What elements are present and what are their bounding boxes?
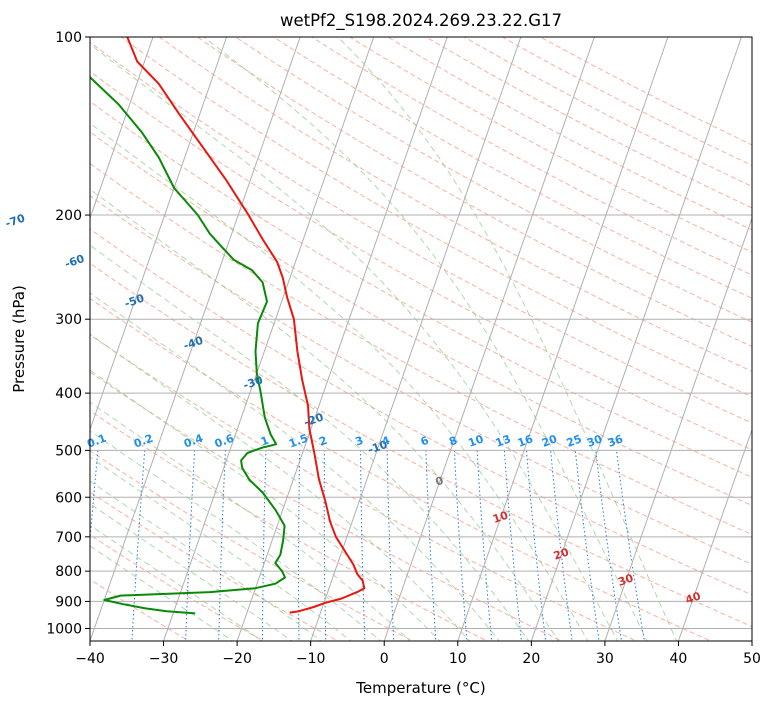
pressure-gridlines — [90, 37, 752, 629]
isotherm-label: -40 — [182, 334, 205, 353]
y-tick-label: 300 — [55, 312, 82, 328]
plot-area — [90, 37, 752, 641]
y-tick-label: 600 — [55, 490, 82, 506]
isotherm-line — [457, 37, 669, 641]
mixing-ratio-label: 13 — [494, 432, 513, 449]
isotherm-label: 40 — [684, 589, 703, 606]
isotherm-label: -70 — [4, 211, 27, 230]
mixing-ratio-label: 30 — [585, 432, 604, 450]
dry-adiabat-line — [90, 195, 752, 565]
mixing-ratio-label: 3 — [354, 434, 366, 449]
isotherm-label: -10 — [366, 438, 389, 457]
mixing-ratio-label: 25 — [565, 432, 584, 449]
x-tick-label: −40 — [75, 651, 105, 667]
isotherm-label: 20 — [552, 545, 571, 562]
x-axis-ticks: −40 −30 −20 −10 0 10 20 30 40 50 — [75, 641, 761, 667]
isotherm-label: -20 — [302, 410, 325, 429]
isotherm-line — [530, 37, 742, 641]
mixing-ratio-label: 6 — [419, 434, 431, 449]
dry-adiabat-line — [90, 131, 752, 507]
mixing-ratio-label: 16 — [516, 432, 535, 450]
mixing-ratio-label: 0.6 — [213, 432, 236, 451]
y-tick-label: 400 — [55, 386, 82, 402]
y-axis-title: Pressure (hPa) — [10, 285, 28, 393]
x-tick-label: 20 — [522, 651, 540, 667]
x-tick-label: 10 — [449, 651, 467, 667]
dry-adiabat-line — [90, 228, 752, 596]
mixing-ratio-line — [453, 450, 468, 641]
plot-frame — [89, 36, 753, 642]
y-tick-label: 200 — [55, 208, 82, 224]
mixing-ratio-label: 20 — [540, 432, 559, 450]
isotherm-line — [604, 216, 752, 641]
y-tick-label: 1000 — [46, 621, 82, 637]
y-tick-label: 500 — [55, 443, 82, 459]
isotherm-line — [163, 37, 375, 641]
isotherm-line — [383, 37, 595, 641]
isotherm-line — [90, 37, 301, 641]
mixing-ratio-label: 36 — [606, 432, 625, 450]
isotherm-label: 30 — [616, 571, 635, 588]
sounding-profiles — [90, 37, 366, 615]
mixing-ratio-line — [185, 450, 196, 641]
chart-title: wetPf2_S198.2024.269.23.22.G17 — [280, 11, 562, 31]
y-tick-label: 800 — [55, 564, 82, 580]
isotherm-label: 10 — [491, 509, 510, 526]
isotherm-line — [236, 37, 448, 641]
x-tick-label: 0 — [380, 651, 389, 667]
skewed-isotherms — [90, 37, 752, 641]
x-axis-title: Temperature (°C) — [355, 679, 485, 697]
dry-adiabat-line — [90, 100, 752, 478]
y-axis-ticks: 100 200 300 400 500 600 700 800 900 1000 — [46, 30, 90, 637]
mixing-ratio-line — [298, 450, 301, 641]
x-tick-label: 30 — [596, 651, 614, 667]
mixing-ratio-label: 1.5 — [287, 432, 310, 451]
moist-adiabat-line — [90, 122, 589, 641]
y-tick-label: 900 — [55, 594, 82, 610]
x-tick-label: −10 — [296, 651, 326, 667]
x-tick-label: −30 — [149, 651, 179, 667]
mixing-ratio-line — [218, 450, 226, 641]
mixing-ratio-label: 0.4 — [182, 432, 205, 451]
mixing-ratio-label: 1 — [259, 434, 271, 449]
mixing-ratio-label: 0.2 — [132, 432, 155, 451]
isotherm-line — [677, 428, 752, 641]
moist-adiabat-line — [203, 37, 648, 641]
isotherm-line — [90, 37, 228, 432]
moist-adiabat-line — [90, 43, 619, 641]
mixing-ratio-label: 2 — [317, 434, 329, 449]
isotherm-label: -50 — [123, 291, 146, 310]
x-tick-label: −20 — [222, 651, 252, 667]
mixing-ratio-label: 8 — [447, 434, 459, 449]
isotherm-label: 0 — [434, 474, 446, 489]
dry-adiabat-line — [90, 70, 752, 451]
mixing-ratio-line — [425, 450, 437, 641]
mixing-ratio-label: 4 — [380, 434, 392, 449]
y-tick-label: 100 — [55, 30, 82, 46]
isotherm-label: -30 — [242, 373, 265, 392]
isotherm-line — [90, 37, 154, 220]
mixing-ratio-line — [360, 450, 366, 641]
x-tick-label: 50 — [743, 651, 761, 667]
mixing-ratio-label: 10 — [466, 432, 485, 450]
x-tick-label: 40 — [670, 651, 688, 667]
moist-adiabat-line — [90, 430, 382, 641]
temperature-profile — [126, 37, 366, 614]
mixing-ratio-labels: 0.1 0.2 0.4 0.6 1 1.5 2 3 4 6 8 10 13 16 20 25 30 36 — [85, 432, 625, 451]
dry-adiabat-line — [90, 41, 752, 424]
y-tick-label: 700 — [55, 530, 82, 546]
isotherm-label: -60 — [63, 252, 86, 271]
mixing-ratio-line — [386, 450, 395, 641]
mixing-ratio-label: 0.1 — [85, 432, 108, 451]
dewpoint-profile — [90, 75, 286, 615]
dry-adiabat-line — [158, 37, 752, 372]
dry-adiabat-line — [90, 297, 713, 641]
isotherm-line — [310, 37, 522, 641]
